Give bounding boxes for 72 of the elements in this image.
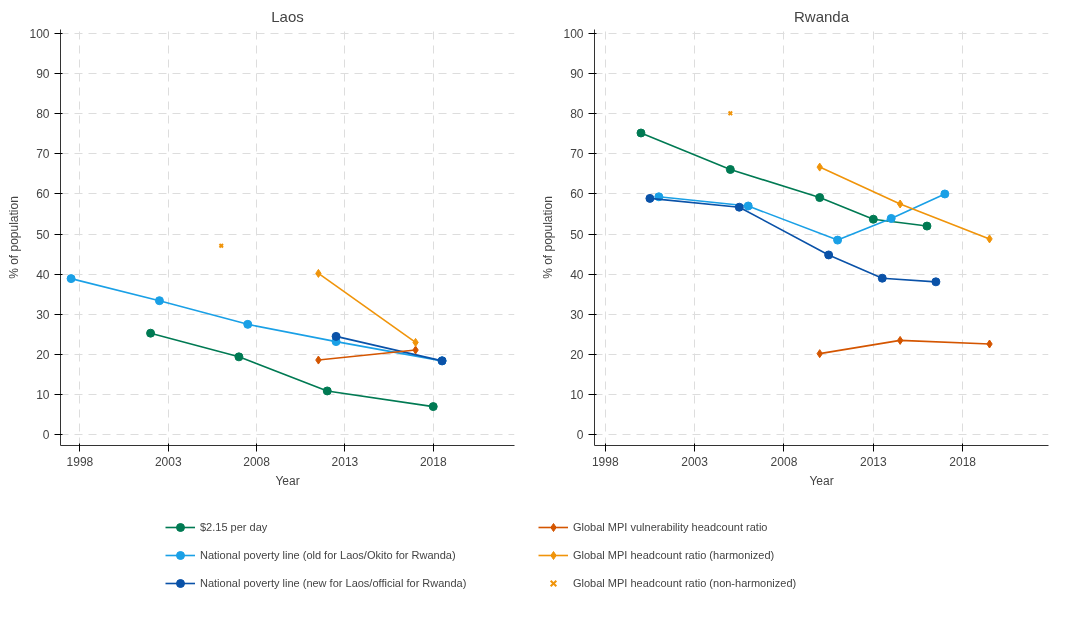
point xyxy=(725,165,735,174)
point xyxy=(734,202,744,212)
point xyxy=(331,331,341,341)
y-axis-title: % of population xyxy=(541,196,556,279)
y-tick-label: 40 xyxy=(570,267,584,282)
y-tick-label: 90 xyxy=(36,67,50,82)
x-tick-label: 2018 xyxy=(949,454,977,469)
point xyxy=(645,193,655,203)
x-tick-label: 1998 xyxy=(66,454,94,469)
y-tick-label: 100 xyxy=(563,27,584,42)
y-tick-label: 30 xyxy=(36,307,50,322)
y-tick-label: 50 xyxy=(36,227,50,242)
point xyxy=(986,339,993,349)
point xyxy=(154,296,164,306)
y-tick-label: 90 xyxy=(570,67,584,82)
y-tick-label: 40 xyxy=(36,267,50,282)
x-axis-title: Year xyxy=(809,473,834,488)
y-axis-title: % of population xyxy=(7,196,22,279)
x-tick-label: 2003 xyxy=(154,454,182,469)
y-tick-label: 20 xyxy=(36,347,50,362)
point xyxy=(868,214,878,224)
y-tick-label: 0 xyxy=(576,428,584,443)
y-tick-label: 60 xyxy=(36,187,50,202)
y-tick-label: 10 xyxy=(570,388,584,403)
x-tick-label: 2013 xyxy=(859,454,888,469)
x-tick-label: 1998 xyxy=(591,454,619,469)
y-tick-label: 70 xyxy=(36,147,50,162)
y-tick-label: 60 xyxy=(570,187,584,202)
point xyxy=(66,274,76,284)
point xyxy=(816,162,823,172)
point xyxy=(824,250,834,260)
point xyxy=(146,328,156,338)
x-tick-label: 2008 xyxy=(770,454,798,469)
point xyxy=(428,402,438,412)
point xyxy=(877,273,887,283)
y-tick-label: 80 xyxy=(36,107,50,122)
point xyxy=(886,213,896,223)
point xyxy=(931,277,941,287)
x-tick-label: 2013 xyxy=(331,454,359,469)
x-tick-label: 2003 xyxy=(681,454,709,469)
point xyxy=(322,386,332,396)
point xyxy=(922,221,932,231)
point xyxy=(833,235,843,245)
y-tick-label: 70 xyxy=(570,147,584,162)
y-tick-label: 30 xyxy=(570,307,584,322)
legend-label: $2.15 per day xyxy=(200,521,269,533)
legend-label: Global MPI headcount ratio (non-harmonized) xyxy=(573,577,798,589)
point xyxy=(986,234,993,244)
y-tick-label: 20 xyxy=(570,347,584,362)
chart-title: Laos xyxy=(271,7,304,25)
legend-label: National poverty line (old for Laos/Okito for Rwanda) xyxy=(200,549,457,561)
y-tick-label: 50 xyxy=(570,227,584,242)
point xyxy=(815,193,825,203)
x-tick-label: 2008 xyxy=(243,454,271,469)
point xyxy=(636,128,646,138)
point xyxy=(743,201,753,211)
x-axis-title: Year xyxy=(275,473,300,488)
chart-title: Rwanda xyxy=(793,7,850,25)
y-tick-label: 100 xyxy=(29,27,50,42)
y-tick-label: 80 xyxy=(570,107,584,122)
point xyxy=(234,352,244,362)
point xyxy=(816,349,823,359)
legend-label: Global MPI headcount ratio (harmonized) xyxy=(573,549,776,561)
x-tick-label: 2018 xyxy=(419,454,447,469)
legend-label: National poverty line (new for Laos/official for Rwanda) xyxy=(200,577,468,589)
y-tick-label: 10 xyxy=(36,388,50,403)
point xyxy=(896,335,904,345)
point xyxy=(243,319,253,329)
y-tick-label: 0 xyxy=(42,428,50,443)
point xyxy=(940,189,950,199)
legend-label: Global MPI vulnerability headcount ratio xyxy=(573,521,769,533)
point xyxy=(896,199,904,209)
